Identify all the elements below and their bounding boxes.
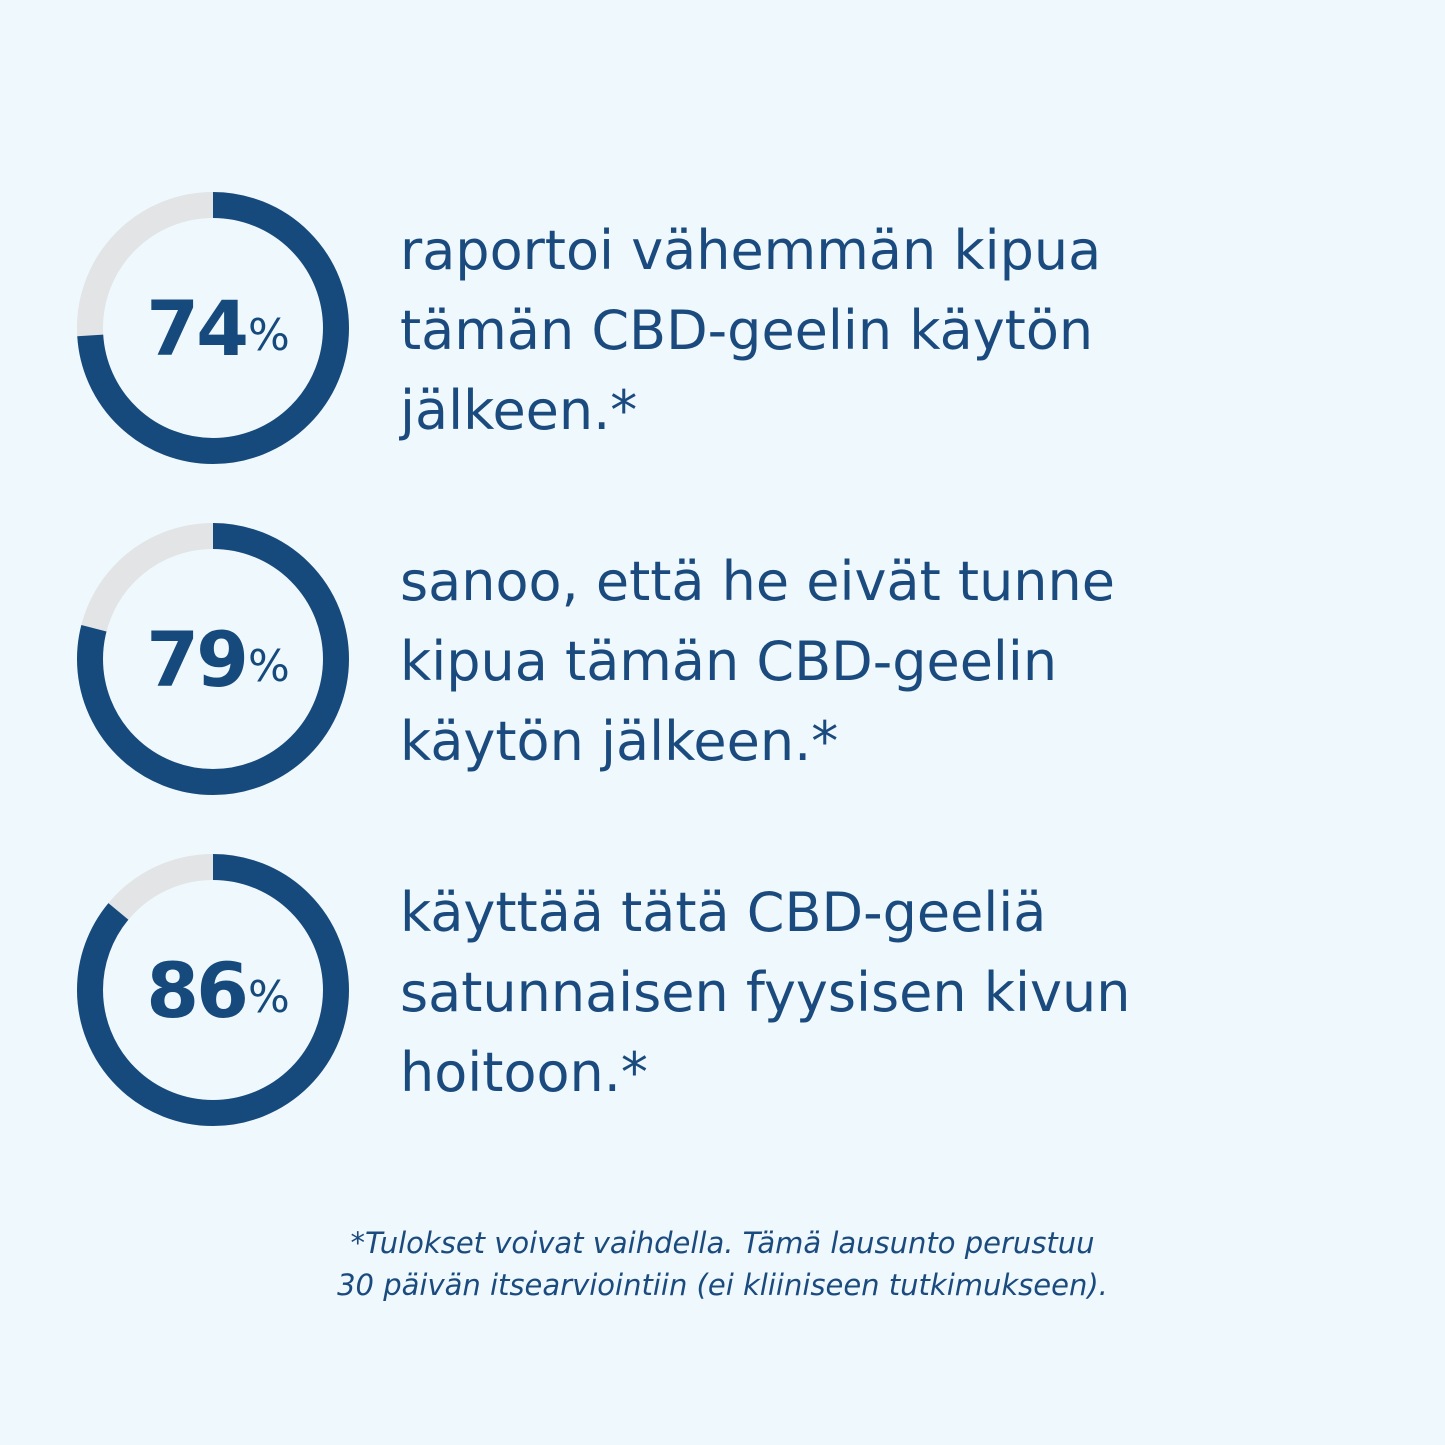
progress-ring-1: 74 % <box>76 191 350 465</box>
progress-ring-fill-1 <box>77 192 349 464</box>
stat-unit-1: % <box>247 309 290 361</box>
progress-ring-graphic-3 <box>77 854 349 1126</box>
stat-description-2: sanoo, että he eivät tunne kipua tämän C… <box>400 550 1115 773</box>
progress-ring-fill-2 <box>77 523 349 795</box>
progress-ring-graphic-2 <box>77 523 349 795</box>
progress-ring-3: 86 % <box>76 853 350 1127</box>
stat-row-1: 74 % raportoi vähemmän kipua tämän CBD-g… <box>0 191 1445 471</box>
ring-value-2: 79 % <box>76 522 350 796</box>
stat-value-3: 86 <box>146 945 249 1035</box>
footnote: *Tulokset voivat vaihdella. Tämä lausunt… <box>0 1222 1445 1306</box>
stat-row-2: 79 % sanoo, että he eivät tunne kipua tä… <box>0 522 1445 802</box>
stat-value-1: 74 <box>146 283 249 373</box>
stat-unit-2: % <box>247 640 290 692</box>
ring-value-3: 86 % <box>76 853 350 1127</box>
stat-value-2: 79 <box>146 614 249 704</box>
progress-ring-graphic-1 <box>77 192 349 464</box>
stat-description-1: raportoi vähemmän kipua tämän CBD-geelin… <box>400 219 1102 442</box>
ring-value-1: 74 % <box>76 191 350 465</box>
stat-row-3: 86 % käyttää tätä CBD-geeliä satunnaisen… <box>0 853 1445 1133</box>
progress-ring-fill-3 <box>77 854 349 1126</box>
stat-unit-3: % <box>247 971 290 1023</box>
progress-ring-2: 79 % <box>76 522 350 796</box>
footnote-line-1: *Tulokset voivat vaihdella. Tämä lausunt… <box>350 1226 1095 1260</box>
stat-description-3: käyttää tätä CBD-geeliä satunnaisen fyys… <box>400 881 1131 1104</box>
footnote-line-2: 30 päivän itsearviointiin (ei kliiniseen… <box>337 1268 1108 1302</box>
